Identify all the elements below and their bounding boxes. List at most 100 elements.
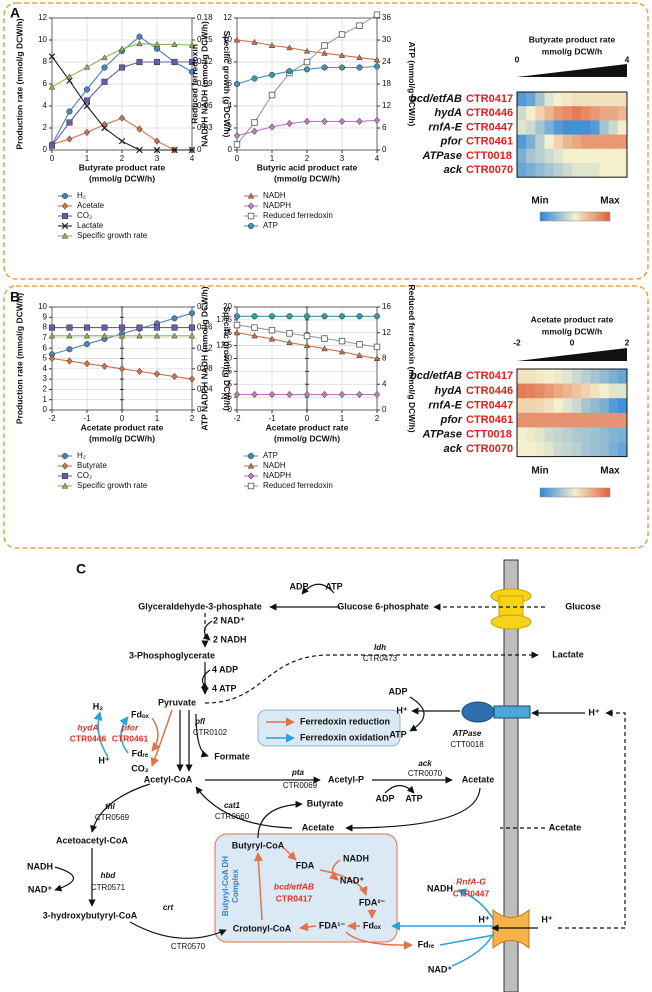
- marker: [118, 64, 126, 71]
- heat-cell: [526, 383, 536, 399]
- heat-cell: [599, 134, 609, 150]
- heat-cell: [517, 163, 527, 178]
- heatmap-title: Butyrate product rate: [529, 34, 616, 44]
- x-tick-label: 4: [190, 154, 195, 163]
- heat-cell: [535, 106, 545, 121]
- marker: [171, 324, 178, 331]
- arrow: [384, 784, 415, 794]
- y-axis-label: ATP NADPH NADH (mmol/g DCW/h): [199, 286, 209, 430]
- marker: [303, 66, 311, 73]
- y-tick-label: 0: [43, 145, 48, 154]
- arrows: [54, 583, 626, 967]
- marker: [153, 324, 161, 331]
- heat-cell: [617, 412, 628, 428]
- legend-label: CO₂: [77, 211, 92, 220]
- arrow: [345, 787, 481, 832]
- marker: [356, 341, 363, 348]
- colorbar: [539, 487, 611, 498]
- colorbar-label: Min: [531, 466, 548, 477]
- marker: [61, 232, 69, 239]
- y-tick-label: 6: [228, 79, 233, 88]
- diagram-label: NAD⁺: [428, 964, 452, 974]
- legend-label: Acetate: [77, 201, 105, 210]
- marker: [356, 22, 363, 29]
- diagram-label: FDA¹⁻: [319, 920, 345, 930]
- arrow: [54, 866, 75, 892]
- x-axis-label: (mmol/g DCW/h): [274, 433, 340, 443]
- diagram-label: CTR0447: [453, 888, 490, 898]
- diagram-label: bcd/etfAB: [274, 881, 314, 891]
- heat-cell: [553, 148, 564, 164]
- heat-cell: [517, 120, 527, 135]
- marker: [118, 114, 126, 122]
- marker: [136, 332, 143, 339]
- legend-label: Specific growth rate: [77, 481, 148, 490]
- diagram-label: NADH: [343, 853, 369, 863]
- marker: [83, 128, 91, 137]
- heat-cell: [517, 134, 527, 150]
- marker: [188, 324, 196, 331]
- y2-tick-label: 12: [382, 101, 391, 110]
- panel-a-frame: [3, 2, 649, 280]
- locus-label: CTR0447: [466, 121, 513, 133]
- heat-cell: [590, 92, 600, 107]
- marker: [83, 86, 91, 93]
- marker: [83, 324, 91, 331]
- x-tick-label: 2: [120, 154, 125, 163]
- marker: [338, 337, 346, 345]
- heat-cell: [526, 427, 536, 443]
- diagram-label: CTR0446: [70, 733, 107, 743]
- marker: [251, 127, 258, 135]
- heat-cell: [526, 106, 536, 121]
- marker: [61, 472, 69, 480]
- colorbar: [539, 211, 611, 222]
- gene-label: pfor: [440, 136, 463, 148]
- heat-cell: [590, 398, 600, 414]
- marker: [247, 452, 255, 460]
- y2-tick-label: 12: [382, 328, 391, 337]
- heat-cell: [581, 92, 591, 107]
- legend-label: ATP: [263, 221, 278, 230]
- marker: [61, 212, 69, 220]
- diagram-label: ATP: [405, 793, 422, 803]
- marker: [303, 332, 311, 340]
- arrow: [90, 783, 151, 833]
- marker: [251, 390, 258, 399]
- diagram-label: Acetate: [549, 822, 582, 832]
- panel-label: C: [76, 561, 86, 577]
- heat-cell: [608, 427, 619, 443]
- marker: [136, 40, 143, 47]
- locus-label: CTR0461: [466, 136, 513, 148]
- heat-cell: [608, 163, 619, 178]
- marker: [61, 452, 69, 460]
- heat-cell: [535, 148, 545, 164]
- x-axis-label: (mmol/g DCW/h): [274, 173, 340, 183]
- y-tick-label: 8: [43, 57, 48, 66]
- gene-label: bcd/etfAB: [410, 93, 462, 105]
- heat-cell: [562, 163, 573, 178]
- x-axis-label: Butyric acid product rate: [257, 162, 358, 172]
- x-tick-label: 3: [155, 154, 160, 163]
- heat-cell: [590, 369, 600, 384]
- legend-label: Reduced ferredoxin: [263, 211, 333, 220]
- heat-cell: [608, 106, 619, 121]
- diagram-label: CTR0102: [193, 728, 228, 737]
- marker: [153, 370, 161, 378]
- y-tick-label: 1: [43, 395, 48, 404]
- x-tick-label: 0: [570, 337, 575, 347]
- marker: [188, 310, 196, 317]
- locus-label: CTR0417: [466, 93, 513, 105]
- heat-cell: [599, 383, 609, 399]
- x-tick-label: -1: [83, 414, 91, 423]
- marker: [171, 315, 178, 322]
- marker: [233, 132, 241, 140]
- marker: [233, 80, 241, 88]
- diagram-label: ADP: [388, 686, 407, 696]
- marker: [247, 212, 255, 220]
- legend-label: CO₂: [77, 471, 92, 480]
- diagram-label: ldh: [374, 643, 386, 652]
- diagram-label: Glucose 6-phosphate: [337, 601, 429, 611]
- heat-cell: [608, 148, 619, 164]
- y-tick-label: 0: [43, 405, 48, 414]
- marker: [101, 332, 108, 339]
